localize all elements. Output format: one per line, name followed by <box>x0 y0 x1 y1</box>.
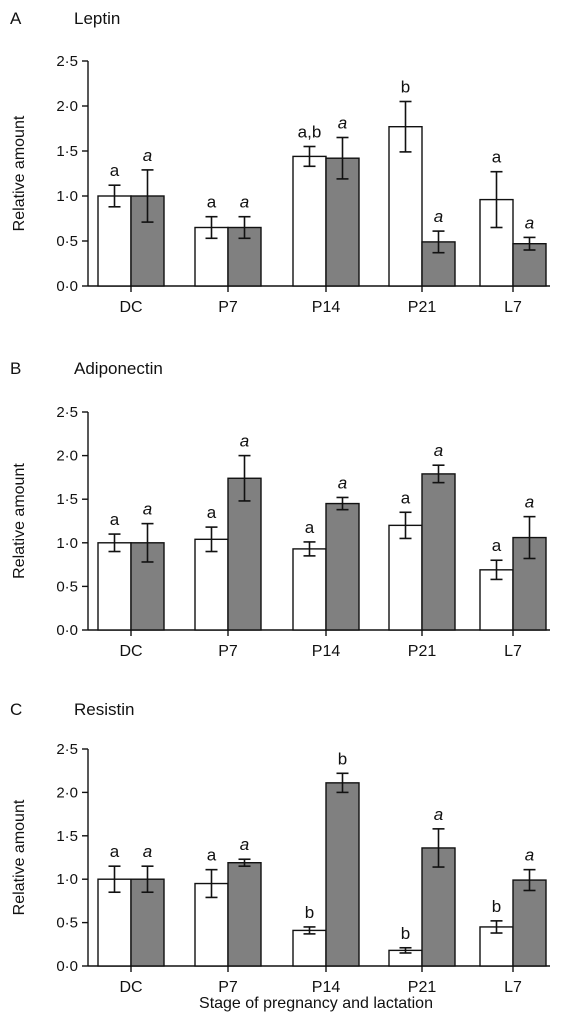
y-tick-label: 0·0 <box>56 622 78 639</box>
x-tick-label: L7 <box>504 643 522 660</box>
significance-label: a <box>525 213 534 232</box>
x-tick-label: P7 <box>218 979 238 996</box>
significance-label: a <box>240 432 249 451</box>
y-tick-label: 1·0 <box>56 188 78 205</box>
bar <box>227 862 262 967</box>
significance-label: b <box>401 78 410 97</box>
x-tick-label: P21 <box>408 643 437 660</box>
significance-label: a <box>207 503 217 522</box>
x-tick-label: DC <box>119 643 142 660</box>
y-tick-label: 2·5 <box>56 404 78 421</box>
significance-label: a <box>143 842 152 861</box>
significance-label: b <box>305 903 314 922</box>
significance-label: a <box>525 846 534 865</box>
panel-b: B Adiponectin Relative amount 0·0 0·5 1·0 1·5 2… <box>10 359 550 660</box>
y-axis-label: Relative amount <box>11 115 28 231</box>
significance-label: a,b <box>298 123 322 142</box>
panel-letter: A <box>10 9 22 28</box>
y-tick-label: 0·5 <box>56 233 78 250</box>
x-tick-label: P14 <box>312 299 341 316</box>
significance-label: a <box>338 473 347 492</box>
x-tick-label: DC <box>119 979 142 996</box>
significance-label: a <box>305 518 315 537</box>
bar <box>388 524 423 631</box>
significance-label: b <box>338 749 347 768</box>
bar <box>292 155 327 287</box>
y-tick-label: 1·5 <box>56 828 78 845</box>
panel-title: Resistin <box>74 700 134 719</box>
bar <box>130 542 165 631</box>
bar <box>325 502 360 631</box>
y-tick-label: 1·0 <box>56 871 78 888</box>
panel-title: Adiponectin <box>74 359 163 378</box>
y-tick-label: 0·5 <box>56 915 78 932</box>
x-tick-label: L7 <box>504 299 522 316</box>
significance-label: a <box>401 488 411 507</box>
y-tick-label: 0·0 <box>56 278 78 295</box>
significance-label: a <box>434 805 443 824</box>
bar <box>421 473 456 631</box>
bar <box>97 542 132 631</box>
significance-label: b <box>401 924 410 943</box>
panel-title: Leptin <box>74 9 120 28</box>
bar <box>227 477 262 631</box>
bar <box>194 226 229 287</box>
y-tick-label: 1·5 <box>56 143 78 160</box>
significance-label: a <box>434 441 443 460</box>
x-tick-label: DC <box>119 299 142 316</box>
significance-label: a <box>240 835 249 854</box>
y-tick-label: 2·5 <box>56 741 78 758</box>
x-tick-label: P21 <box>408 979 437 996</box>
significance-label: a <box>492 148 502 167</box>
x-tick-label: P7 <box>218 299 238 316</box>
bar <box>512 879 547 967</box>
x-tick-label: P7 <box>218 643 238 660</box>
bar <box>292 548 327 631</box>
panel-letter: C <box>10 700 22 719</box>
panel-letter: B <box>10 359 21 378</box>
x-tick-label: L7 <box>504 979 522 996</box>
y-tick-label: 1·5 <box>56 491 78 508</box>
panel-a: A Leptin Relative amount 0·0 0·5 1·0 1·5 2·0 2·5… <box>10 9 550 316</box>
y-axis-label: Relative amount <box>11 799 28 915</box>
significance-label: a <box>110 842 120 861</box>
bar <box>325 782 360 967</box>
significance-label: a <box>207 846 217 865</box>
y-tick-label: 0·5 <box>56 578 78 595</box>
x-tick-label: P21 <box>408 299 437 316</box>
x-tick-label: P14 <box>312 979 341 996</box>
y-tick-label: 2·0 <box>56 784 78 801</box>
significance-label: a <box>110 161 120 180</box>
significance-label: b <box>492 897 501 916</box>
significance-label: a <box>143 500 152 519</box>
y-tick-label: 0·0 <box>56 958 78 975</box>
y-tick-label: 2·5 <box>56 53 78 70</box>
panel-c: C Resistin Relative amount 0·0 0·5 1·0 1·5 2·0 2… <box>10 700 550 996</box>
significance-label: a <box>240 193 249 212</box>
x-axis-label: Stage of pregnancy and lactation <box>199 995 433 1012</box>
y-tick-label: 2·0 <box>56 448 78 465</box>
significance-label: a <box>525 493 534 512</box>
significance-label: a <box>110 510 120 529</box>
bar <box>292 929 327 967</box>
x-tick-label: P14 <box>312 643 341 660</box>
significance-label: a <box>143 146 152 165</box>
bar <box>97 195 132 287</box>
y-tick-label: 1·0 <box>56 535 78 552</box>
bar <box>194 538 229 631</box>
y-tick-label: 2·0 <box>56 98 78 115</box>
significance-label: a <box>338 114 347 133</box>
significance-label: a <box>434 207 443 226</box>
significance-label: a <box>492 536 502 555</box>
y-axis-label: Relative amount <box>11 463 28 579</box>
significance-label: a <box>207 193 217 212</box>
